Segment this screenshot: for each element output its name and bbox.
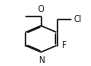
Text: F: F	[61, 41, 66, 50]
Text: N: N	[38, 56, 44, 65]
Text: Cl: Cl	[73, 15, 82, 24]
Text: O: O	[38, 5, 44, 14]
